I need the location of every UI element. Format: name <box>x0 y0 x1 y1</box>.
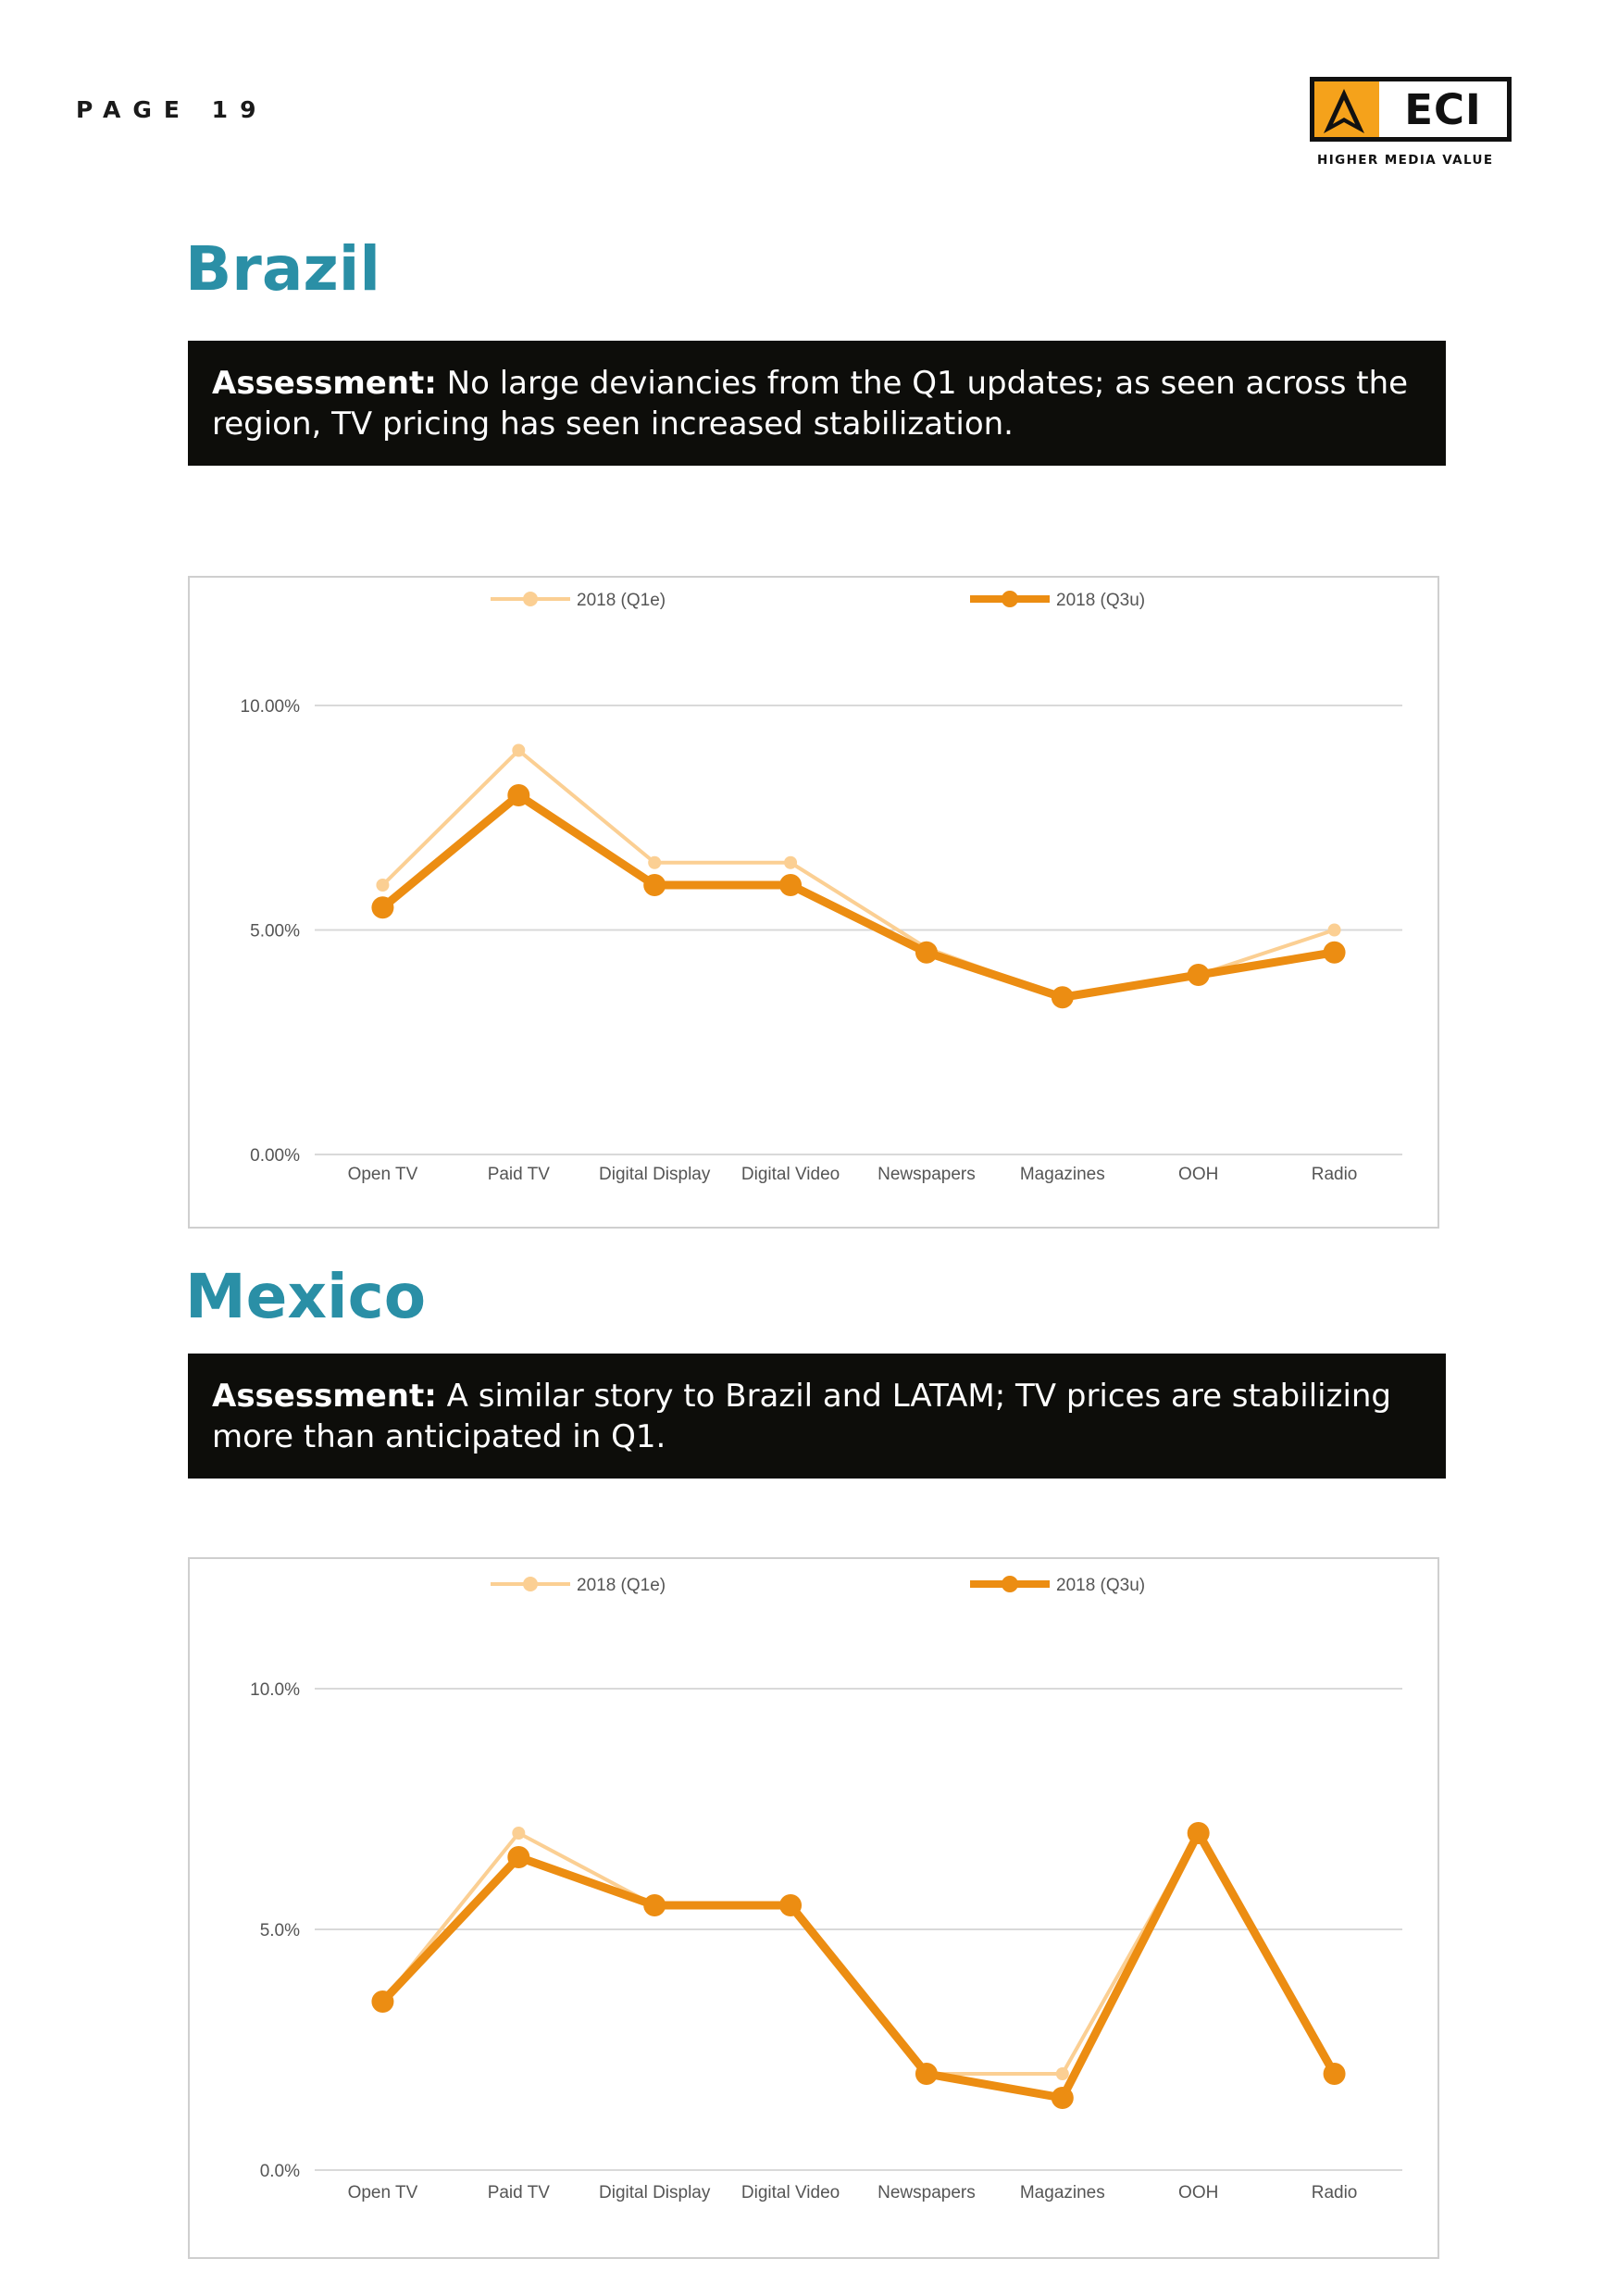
data-point <box>1051 986 1074 1009</box>
legend-marker <box>1002 591 1018 607</box>
data-point <box>1051 2087 1074 2109</box>
data-point <box>371 896 394 919</box>
data-point <box>1055 2067 1069 2080</box>
data-point <box>1187 1822 1210 1844</box>
data-point <box>507 1846 530 1868</box>
section-title-brazil: Brazil <box>185 233 381 305</box>
x-tick-label: Magazines <box>1020 1165 1105 1184</box>
data-point <box>648 855 662 869</box>
assessment-label: Assessment: <box>212 365 437 402</box>
data-point <box>1187 964 1210 986</box>
assessment-label: Assessment: <box>212 1378 437 1415</box>
chart-brazil: 0.00% 5.00% 10.00% Open TV Paid TV Digital Di… <box>188 576 1439 1229</box>
data-point <box>779 1894 803 1916</box>
data-point <box>779 874 803 896</box>
data-point <box>643 874 666 896</box>
data-point <box>1323 941 1346 964</box>
legend-marker <box>1002 1576 1018 1592</box>
assessment-box-brazil: Assessment: No large deviancies from the… <box>188 341 1446 466</box>
logo-box: ECI <box>1310 77 1512 142</box>
x-tick-label: Newspapers <box>877 1165 976 1184</box>
series-line <box>380 1831 1337 2076</box>
chart-svg: 0.0% 5.0% 10.0% Open TV Paid TV Digital Displ… <box>250 1576 1402 2202</box>
x-tick-label: Radio <box>1312 2183 1358 2202</box>
y-tick-label: 0.0% <box>260 2162 300 2181</box>
x-tick-label: OOH <box>1178 2183 1218 2202</box>
x-tick-label: Open TV <box>348 2183 418 2202</box>
data-point <box>512 743 526 757</box>
arrow-mark-icon <box>1314 81 1379 137</box>
data-point <box>1327 923 1341 937</box>
x-tick-label: OOH <box>1178 1165 1218 1184</box>
x-tick-label: Digital Display <box>599 1165 711 1184</box>
chart-mexico: 0.0% 5.0% 10.0% Open TV Paid TV Digital Displ… <box>188 1557 1439 2259</box>
x-tick-label: Open TV <box>348 1165 418 1184</box>
x-tick-label: Paid TV <box>488 1165 551 1184</box>
y-tick-label: 0.00% <box>250 1146 300 1166</box>
data-point <box>643 1894 666 1916</box>
assessment-text: No large deviancies from the Q1 updates;… <box>212 365 1409 443</box>
data-point <box>512 1827 526 1840</box>
y-tick-label: 5.00% <box>250 922 300 942</box>
data-point <box>784 855 798 869</box>
legend-marker <box>523 592 538 606</box>
y-tick-label: 10.0% <box>250 1680 300 1700</box>
legend-label: 2018 (Q1e) <box>577 591 666 610</box>
x-tick-label: Newspapers <box>877 2183 976 2202</box>
x-tick-label: Paid TV <box>488 2183 551 2202</box>
series-line <box>378 1828 1339 2103</box>
logo-tagline: HIGHER MEDIA VALUE <box>1317 153 1494 168</box>
data-point <box>507 784 530 806</box>
assessment-box-mexico: Assessment: A similar story to Brazil an… <box>188 1354 1446 1479</box>
logo-text: ECI <box>1404 84 1482 134</box>
x-tick-label: Digital Display <box>599 2183 711 2202</box>
series-line <box>378 791 1339 1002</box>
legend-label: 2018 (Q3u) <box>1056 1576 1145 1595</box>
y-tick-label: 5.0% <box>260 1921 300 1940</box>
x-tick-label: Radio <box>1312 1165 1358 1184</box>
data-point <box>376 879 390 892</box>
section-title-mexico: Mexico <box>185 1261 427 1332</box>
x-tick-label: Digital Video <box>741 1165 840 1184</box>
data-point <box>915 2063 938 2085</box>
y-tick-label: 10.00% <box>241 697 301 717</box>
legend-label: 2018 (Q3u) <box>1056 591 1145 610</box>
chart-svg: 0.00% 5.00% 10.00% Open TV Paid TV Digital Di… <box>241 591 1402 1184</box>
page-number: PAGE 19 <box>76 96 268 123</box>
company-logo: ECI HIGHER MEDIA VALUE <box>1310 77 1518 169</box>
assessment-text: A similar story to Brazil and LATAM; TV … <box>212 1378 1392 1455</box>
legend-label: 2018 (Q1e) <box>577 1576 666 1595</box>
x-tick-label: Digital Video <box>741 2183 840 2202</box>
legend-marker <box>523 1577 538 1591</box>
data-point <box>915 941 938 964</box>
data-point <box>371 1990 394 2013</box>
x-tick-label: Magazines <box>1020 2183 1105 2202</box>
data-point <box>1323 2063 1346 2085</box>
